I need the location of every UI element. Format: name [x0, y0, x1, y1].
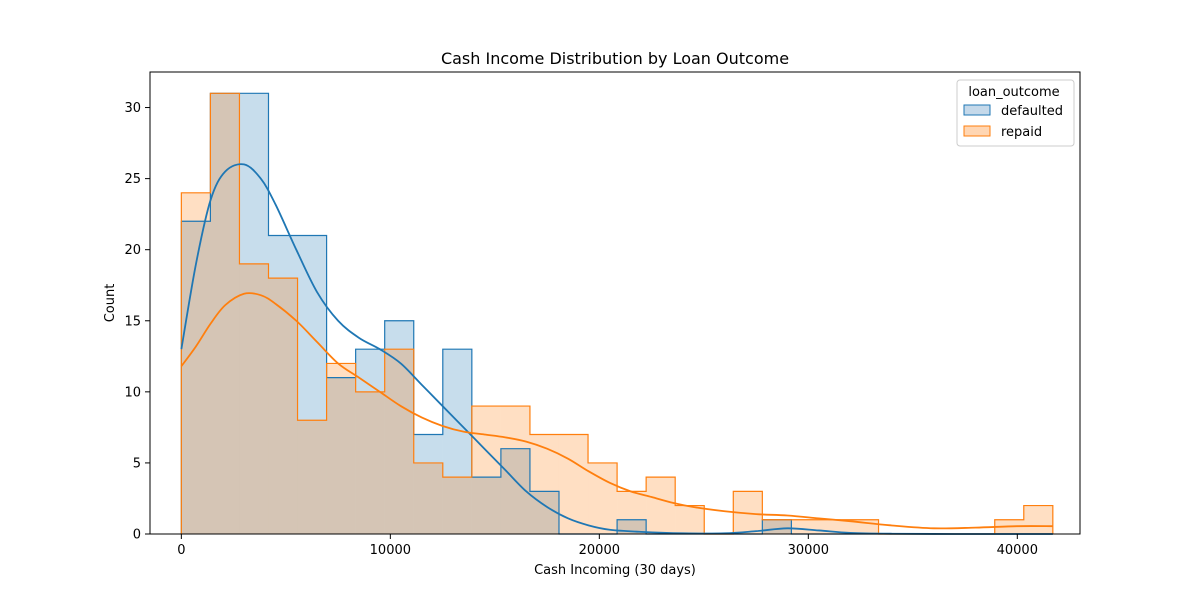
bar-repaid-9 — [442, 477, 472, 534]
legend-swatch-defaulted — [963, 104, 991, 116]
bar-repaid-15 — [617, 491, 647, 534]
bar-defaulted-8 — [413, 434, 443, 534]
bar-repaid-20 — [762, 519, 792, 534]
bar-repaid-21 — [791, 519, 821, 534]
series-defaulted-bars — [181, 93, 792, 535]
legend: loan_outcome defaulted repaid — [956, 79, 1075, 147]
legend-swatch-repaid — [963, 125, 991, 137]
legend-title: loan_outcome — [968, 85, 1059, 100]
legend-label-repaid: repaid — [1001, 125, 1042, 140]
axes-frame — [149, 71, 1081, 535]
bar-repaid-7 — [384, 349, 414, 534]
x-tick-label: 20000 — [579, 543, 620, 558]
y-tick-label: 0 — [133, 528, 141, 543]
bar-defaulted-1 — [210, 93, 240, 535]
bar-repaid-3 — [268, 278, 298, 534]
x-tick-label: 10000 — [370, 543, 411, 558]
y-tick-label: 15 — [124, 314, 141, 329]
bar-repaid-4 — [297, 420, 327, 534]
legend-label-defaulted: defaulted — [1001, 104, 1063, 119]
x-tick-label: 0 — [177, 543, 185, 558]
x-tick-label: 40000 — [997, 543, 1038, 558]
y-tick-label: 30 — [124, 101, 141, 116]
x-tick-label: 30000 — [788, 543, 829, 558]
bar-repaid-16 — [646, 477, 676, 534]
bar-repaid-0 — [181, 192, 211, 535]
y-axis-label: Count — [103, 284, 118, 323]
bar-defaulted-5 — [326, 377, 356, 534]
y-tick-label: 25 — [124, 172, 141, 187]
bar-repaid-1 — [210, 93, 240, 535]
bar-repaid-6 — [355, 391, 385, 534]
kde-line-repaid — [180, 292, 1053, 530]
bar-defaulted-9 — [442, 349, 472, 534]
y-tick-label: 20 — [124, 243, 141, 258]
bar-defaulted-3 — [268, 235, 298, 534]
bar-defaulted-7 — [384, 320, 414, 534]
bar-defaulted-4 — [297, 235, 327, 534]
bar-defaulted-10 — [471, 477, 501, 534]
bar-repaid-2 — [239, 263, 269, 534]
bar-defaulted-6 — [355, 349, 385, 534]
bar-repaid-12 — [529, 434, 559, 534]
x-axis-label: Cash Incoming (30 days) — [534, 563, 696, 578]
y-axis: 0 5 10 15 20 25 30 — [124, 101, 150, 543]
plot-area — [180, 92, 1054, 535]
bar-repaid-13 — [558, 434, 589, 534]
y-tick-label: 10 — [124, 385, 141, 400]
bar-repaid-5 — [326, 363, 356, 534]
y-tick-label: 5 — [133, 456, 141, 471]
bar-defaulted-2 — [239, 93, 269, 535]
bar-repaid-29 — [1023, 505, 1053, 534]
bar-repaid-17 — [675, 505, 705, 534]
bar-repaid-8 — [413, 462, 443, 534]
x-axis: 0 10000 20000 30000 40000 — [177, 534, 1038, 558]
kde-line-defaulted — [180, 163, 1053, 535]
chart-title: Cash Income Distribution by Loan Outcome — [441, 49, 789, 68]
bar-repaid-10 — [471, 406, 501, 534]
bar-defaulted-0 — [181, 221, 211, 534]
